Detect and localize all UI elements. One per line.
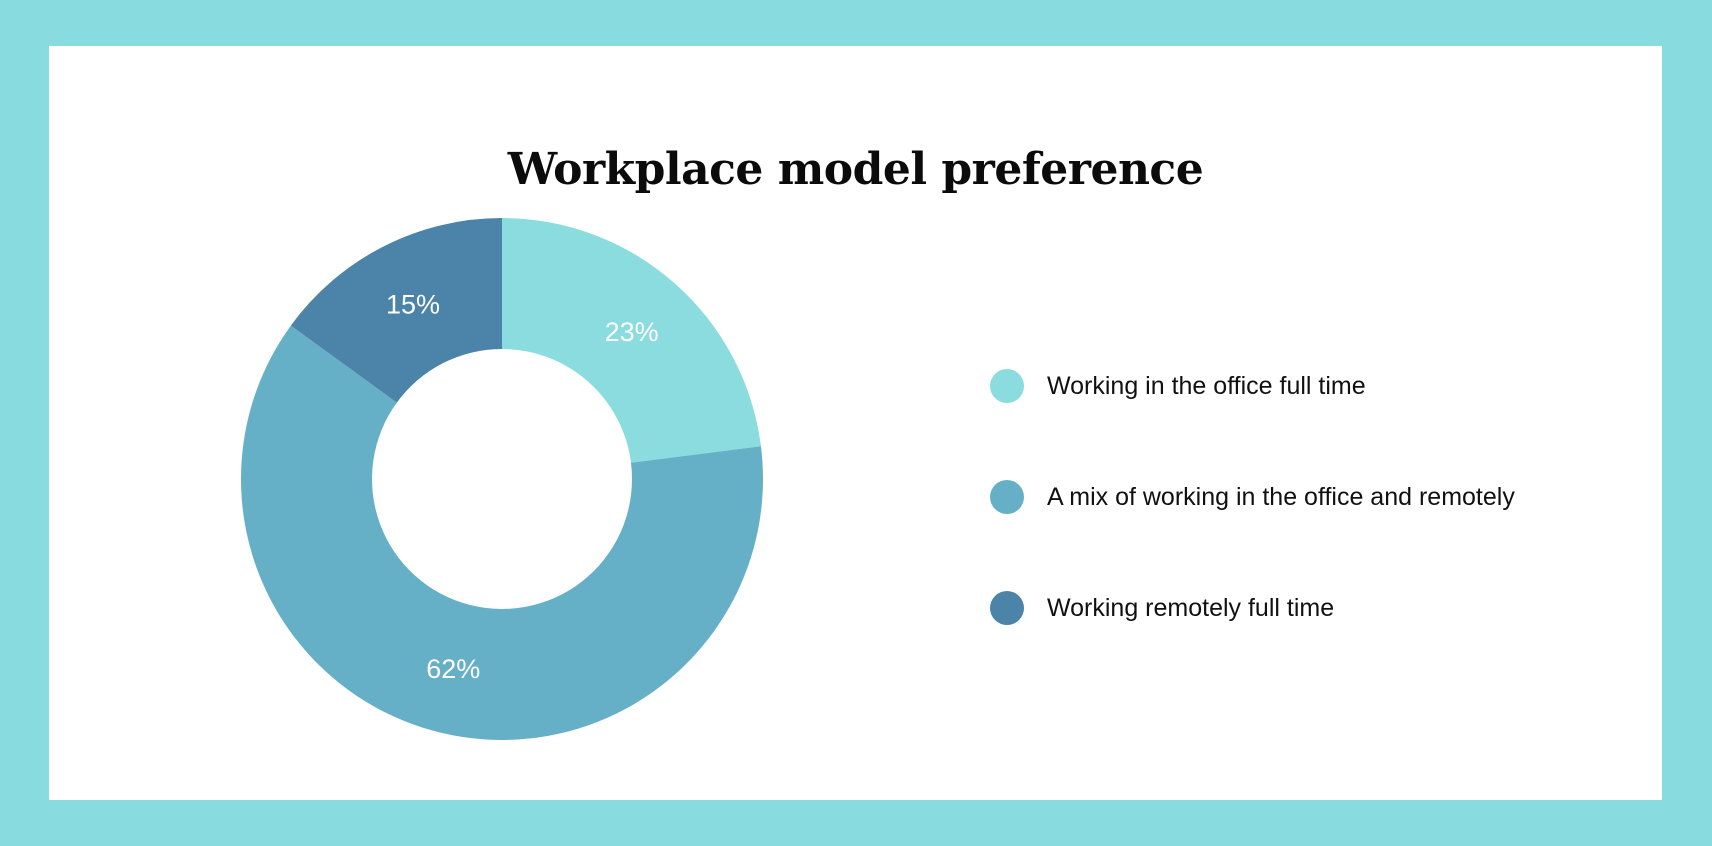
legend-label-office: Working in the office full time: [1047, 371, 1366, 400]
legend-label-hybrid: A mix of working in the office and remot…: [1047, 482, 1515, 511]
donut-slice-remote: [290, 218, 502, 403]
legend: Working in the office full time A mix of…: [990, 368, 1515, 701]
chart-panel: Workplace model preference 23% 62% 15% Wor…: [49, 46, 1662, 800]
legend-item-hybrid: A mix of working in the office and remot…: [990, 479, 1515, 515]
legend-item-remote: Working remotely full time: [990, 590, 1515, 626]
donut-slice-office: [502, 218, 761, 463]
chart-title: Workplace model preference: [507, 144, 1204, 195]
legend-swatch-office: [990, 369, 1024, 403]
legend-label-remote: Working remotely full time: [1047, 593, 1335, 622]
legend-swatch-hybrid: [990, 480, 1024, 514]
legend-item-office: Working in the office full time: [990, 368, 1515, 404]
slice-label-hybrid: 62%: [426, 654, 480, 684]
donut-slice-hybrid: [241, 325, 764, 740]
slice-label-remote: 15%: [386, 289, 440, 319]
donut-chart: 23% 62% 15%: [241, 218, 764, 740]
slice-label-office: 23%: [605, 317, 659, 347]
legend-swatch-remote: [990, 591, 1024, 625]
slice-labels: 23% 62% 15%: [386, 289, 659, 683]
donut-slices: [241, 218, 764, 740]
